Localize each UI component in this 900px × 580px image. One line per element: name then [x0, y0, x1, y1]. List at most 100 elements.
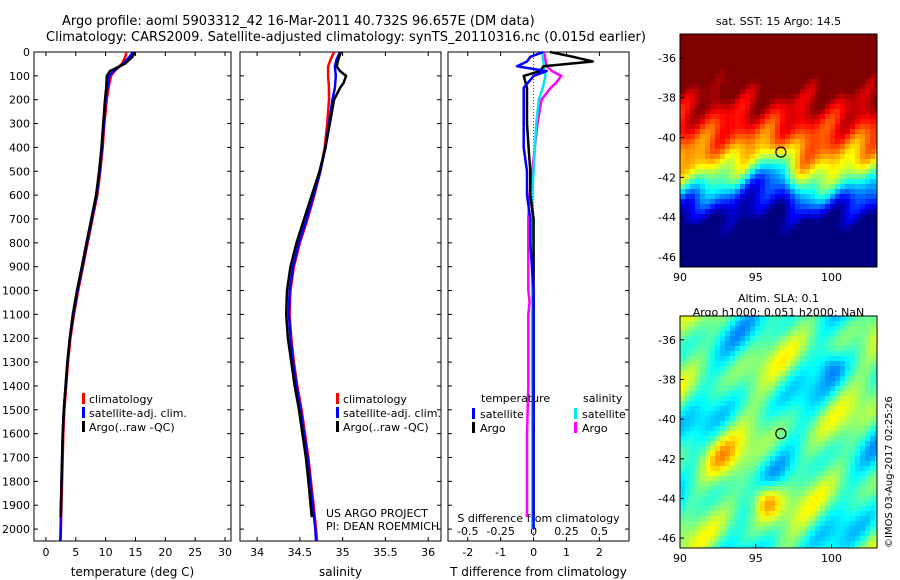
- sst_map-cell: [755, 49, 760, 54]
- sst_map-cell: [830, 164, 835, 169]
- sla_map-cell: [835, 501, 840, 506]
- sst_map-cell: [840, 74, 845, 79]
- sla_map-cell: [840, 436, 845, 441]
- sst_map-cell: [705, 199, 710, 204]
- sla_map-cell: [705, 371, 710, 376]
- salinity-legend-swatch: [336, 421, 339, 432]
- sla_map-cell: [850, 481, 855, 486]
- sla_map-cell: [805, 441, 810, 446]
- sla_map-cell: [840, 491, 845, 496]
- sla_map-cell: [755, 331, 760, 336]
- sla_map-cell: [860, 376, 865, 381]
- sst_map-cell: [725, 89, 730, 94]
- sla_map-cell: [875, 426, 877, 431]
- sst_map-cell: [795, 94, 800, 99]
- sst_map-cell: [720, 124, 725, 129]
- sst_map-cell: [820, 54, 825, 59]
- sla_map-cell: [755, 466, 760, 471]
- sst_map-cell: [795, 144, 800, 149]
- sla_map-cell: [760, 406, 765, 411]
- sla_map-cell: [760, 326, 765, 331]
- sla_map-cell: [805, 491, 810, 496]
- sst_map-cell: [790, 259, 795, 264]
- sla_map-cell: [680, 331, 685, 336]
- salinity-legend-label: satellite-adj. clim.: [343, 407, 441, 420]
- sst_map-cell: [750, 74, 755, 79]
- sla_map-cell: [690, 391, 695, 396]
- sla_map-cell: [745, 351, 750, 356]
- sla_map-cell: [785, 546, 790, 548]
- sla_map-cell: [740, 421, 745, 426]
- sst_map-cell: [725, 59, 730, 64]
- sst_map-cell: [745, 204, 750, 209]
- sst_map-cell: [850, 109, 855, 114]
- sst_map-cell: [860, 159, 865, 164]
- sst_map-cell: [810, 204, 815, 209]
- sst_map-cell: [680, 199, 685, 204]
- difference-legend-swatch: [472, 422, 475, 433]
- sst_map-cell: [765, 239, 770, 244]
- sst_map-cell: [800, 89, 805, 94]
- sla_map-cell: [740, 391, 745, 396]
- sla_map-cell: [845, 436, 850, 441]
- sla_map-cell: [865, 431, 870, 436]
- sst_map-cell: [690, 159, 695, 164]
- sst_map-cell: [715, 154, 720, 159]
- sla_map-cell: [830, 541, 835, 546]
- sst_map-cell: [870, 179, 875, 184]
- sla_map-cell: [725, 331, 730, 336]
- sla_map-cell: [845, 501, 850, 506]
- sst_map-cell: [790, 209, 795, 214]
- sla_map-cell: [735, 421, 740, 426]
- sst_map-cell: [755, 119, 760, 124]
- sla_map-cell: [735, 506, 740, 511]
- title-line-2: Climatology: CARS2009. Satellite-adjuste…: [46, 30, 646, 45]
- sla_map-cell: [825, 411, 830, 416]
- sst_map-cell: [825, 264, 830, 267]
- sst_map-cell: [730, 169, 735, 174]
- sla_map-cell: [805, 456, 810, 461]
- sla_map-cell: [715, 446, 720, 451]
- sla_map-cell: [850, 461, 855, 466]
- sla_map-cell: [720, 411, 725, 416]
- sla_map-cell: [875, 511, 877, 516]
- sst_map-cell: [795, 179, 800, 184]
- sla_map-cell: [800, 531, 805, 536]
- sst_map-cell: [795, 54, 800, 59]
- sst_map-cell: [765, 209, 770, 214]
- sst_map-cell: [780, 124, 785, 129]
- sst_map-cell: [705, 224, 710, 229]
- sst_map-cell: [760, 249, 765, 254]
- sla_map-cell: [805, 531, 810, 536]
- sla_map-cell: [735, 501, 740, 506]
- sst_map-cell: [785, 164, 790, 169]
- sla_map-cell: [805, 376, 810, 381]
- sla_map-cell: [760, 316, 765, 321]
- sla_map-cell: [760, 386, 765, 391]
- sst_map-cell: [730, 144, 735, 149]
- sla_map-cell: [815, 461, 820, 466]
- sst_map-cell: [860, 234, 865, 239]
- sst_map-cell: [715, 114, 720, 119]
- sla_map-cell: [750, 416, 755, 421]
- sla_map-cell: [835, 326, 840, 331]
- sla_map-cell: [755, 506, 760, 511]
- sst_map-cell: [680, 244, 685, 249]
- sla_map-cell: [870, 381, 875, 386]
- sst_map-cell: [735, 244, 740, 249]
- sst_map-cell: [775, 54, 780, 59]
- depth-tick-label: 1900: [2, 499, 30, 512]
- sla_map-cell: [770, 346, 775, 351]
- sla_map-cell: [830, 321, 835, 326]
- sst_map-cell: [770, 199, 775, 204]
- sst_map-cell: [875, 169, 877, 174]
- sla_map-cell: [770, 391, 775, 396]
- sla_map-cell: [740, 366, 745, 371]
- sst_map-cell: [795, 149, 800, 154]
- sst_map-cell: [720, 99, 725, 104]
- sst_map-cell: [745, 154, 750, 159]
- sla_map-cell: [825, 436, 830, 441]
- sst_map-cell: [830, 149, 835, 154]
- sla_map-cell: [770, 486, 775, 491]
- sla_map-cell: [765, 476, 770, 481]
